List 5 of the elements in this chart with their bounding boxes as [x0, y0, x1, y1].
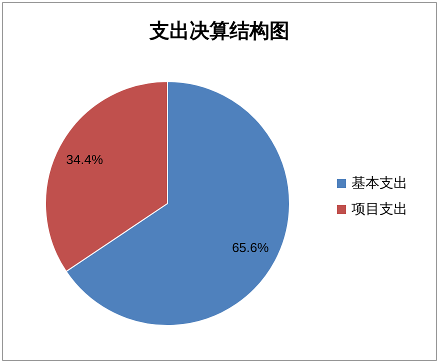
data-label: 34.4%: [66, 152, 104, 167]
data-label: 65.6%: [232, 240, 270, 256]
chart-title: 支出决算结构图: [148, 18, 290, 42]
legend-label: 项目支出: [352, 202, 408, 218]
legend-label: 基本支出: [352, 176, 408, 192]
